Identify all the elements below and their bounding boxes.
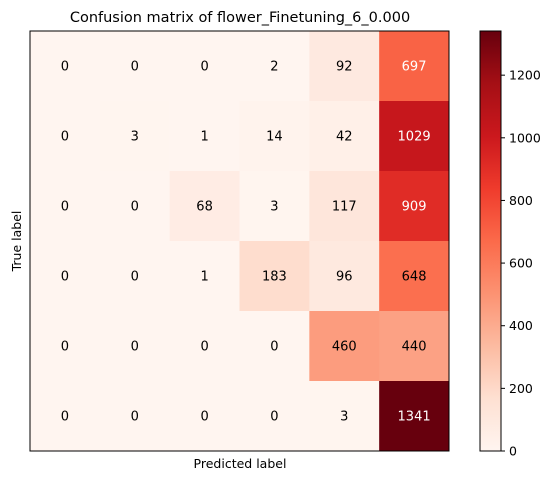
colorbar-tick-label: 200 — [509, 381, 533, 396]
heatmap-cell — [309, 101, 380, 172]
heatmap-cell — [99, 311, 171, 382]
cell-value-label: 42 — [336, 130, 353, 145]
cell-value-label: 3 — [131, 130, 139, 145]
colorbar-tick-label: 1200 — [509, 68, 541, 83]
cell-value-label: 0 — [131, 60, 139, 75]
heatmap-cell — [99, 171, 171, 242]
heatmap-cell — [379, 381, 450, 452]
cell-value-label: 460 — [332, 340, 357, 355]
cell-value-label: 0 — [61, 130, 69, 145]
colorbar-tick-label: 1000 — [509, 130, 541, 145]
heatmap-cell — [309, 241, 380, 312]
cell-value-label: 68 — [196, 200, 213, 215]
cell-value-label: 1029 — [398, 130, 431, 145]
cell-value-label: 909 — [402, 200, 427, 215]
heatmap-cell — [99, 31, 171, 102]
heatmap-cell — [30, 171, 101, 242]
cell-value-label: 0 — [270, 340, 278, 355]
cell-value-label: 0 — [131, 340, 139, 355]
heatmap-cells: 0 0 0 2 92 697 0 3 1 14 42 1029 0 0 68 3 117 909 0 0 1 183 96 6… — [30, 31, 450, 452]
cell-value-label: 0 — [200, 60, 208, 75]
cell-value-label: 0 — [61, 60, 69, 75]
heatmap-cell — [379, 101, 450, 172]
heatmap-cell — [309, 311, 380, 382]
heatmap-cell — [99, 381, 171, 452]
heatmap-cell — [309, 381, 380, 452]
heatmap-cell — [379, 241, 450, 312]
heatmap-cell — [239, 101, 310, 172]
heatmap-cell — [239, 381, 310, 452]
cell-value-label: 3 — [340, 410, 348, 425]
cell-value-label: 1341 — [398, 410, 431, 425]
cell-value-label: 0 — [270, 410, 278, 425]
x-axis-label: Predicted label — [194, 456, 287, 471]
cell-value-label: 1 — [200, 270, 208, 285]
heatmap-cell — [99, 241, 171, 312]
heatmap-cell — [379, 311, 450, 382]
cell-value-label: 3 — [270, 200, 278, 215]
colorbar-tick-label: 600 — [509, 256, 533, 271]
cell-value-label: 96 — [336, 270, 353, 285]
heatmap-cell — [99, 101, 171, 172]
cell-value-label: 0 — [131, 410, 139, 425]
cell-value-label: 0 — [61, 410, 69, 425]
heatmap-cell — [30, 101, 101, 172]
cell-value-label: 440 — [402, 340, 427, 355]
heatmap-cell — [169, 311, 240, 382]
colorbar-tick-label: 400 — [509, 318, 533, 333]
cell-value-label: 697 — [402, 60, 427, 75]
heatmap-cell — [379, 31, 450, 102]
heatmap-cell — [309, 31, 380, 102]
heatmap-cell — [169, 101, 240, 172]
heatmap-cell — [239, 311, 310, 382]
cell-value-label: 1 — [200, 130, 208, 145]
heatmap-cell — [169, 381, 240, 452]
cell-value-label: 2 — [270, 60, 278, 75]
heatmap-cell — [239, 171, 310, 242]
heatmap-cell — [309, 171, 380, 242]
heatmap-cell — [379, 171, 450, 242]
cell-value-label: 0 — [131, 270, 139, 285]
heatmap-cell — [169, 31, 240, 102]
colorbar — [479, 30, 502, 452]
colorbar-ticks: 0 200 400 600 800 1000 1200 — [501, 68, 541, 459]
cell-value-label: 92 — [336, 60, 353, 75]
cell-value-label: 183 — [262, 270, 287, 285]
heatmap-cell — [169, 241, 240, 312]
plot-frame — [29, 30, 450, 452]
heatmap-cell — [239, 241, 310, 312]
colorbar-tick-label: 800 — [509, 193, 533, 208]
cell-value-label: 648 — [402, 270, 427, 285]
cell-value-label: 0 — [200, 410, 208, 425]
cell-value-label: 0 — [61, 270, 69, 285]
cell-value-label: 0 — [200, 340, 208, 355]
heatmap-cell — [30, 381, 101, 452]
y-axis-label: True label — [9, 211, 24, 273]
chart-title: Confusion matrix of flower_Finetuning_6_… — [70, 10, 410, 26]
heatmap-cell — [30, 311, 101, 382]
cell-value-label: 0 — [61, 200, 69, 215]
cell-value-label: 0 — [131, 200, 139, 215]
heatmap-cell — [30, 31, 101, 102]
heatmap-cell — [30, 241, 101, 312]
cell-value-label: 0 — [61, 340, 69, 355]
heatmap-cell — [169, 171, 240, 242]
heatmap-cell — [239, 31, 310, 102]
cell-value-label: 117 — [332, 200, 357, 215]
cell-value-label: 14 — [266, 130, 283, 145]
colorbar-tick-label: 0 — [509, 444, 517, 459]
